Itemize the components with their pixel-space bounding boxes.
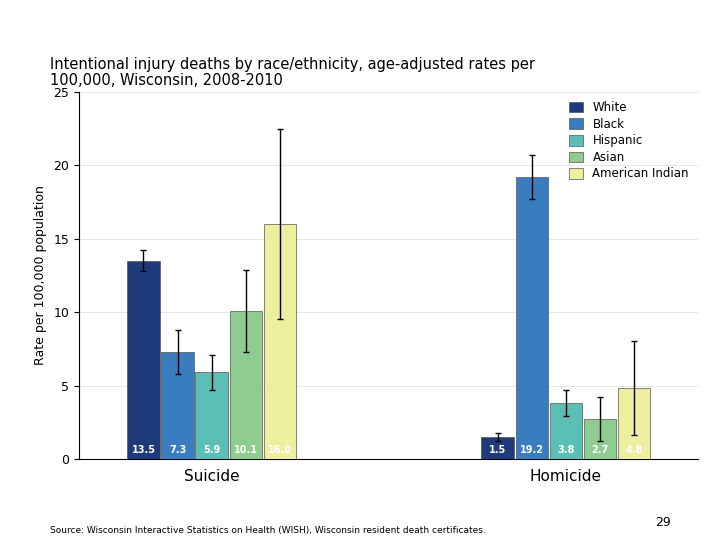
Text: 4.8: 4.8 [626,446,643,455]
Bar [516,177,548,459]
Bar [264,224,296,459]
Bar [618,388,650,459]
Text: Injury and violence: Injury and violence [567,16,713,30]
Text: 13.5: 13.5 [132,446,156,455]
Bar [230,310,262,459]
Text: Intentional injury deaths by race/ethnicity, age-adjusted rates per: Intentional injury deaths by race/ethnic… [50,57,536,72]
Y-axis label: Rate per 100,000 population: Rate per 100,000 population [34,185,47,366]
Text: 5.9: 5.9 [203,446,220,455]
Legend: White, Black, Hispanic, Asian, American Indian: White, Black, Hispanic, Asian, American … [565,98,693,184]
Text: 100,000, Wisconsin, 2008-2010: 100,000, Wisconsin, 2008-2010 [50,73,283,88]
Text: 29: 29 [655,516,671,529]
Bar [584,420,616,459]
Text: 16.0: 16.0 [268,446,292,455]
Text: Source: Wisconsin Interactive Statistics on Health (WISH), Wisconsin resident de: Source: Wisconsin Interactive Statistics… [50,525,486,535]
Text: 7.3: 7.3 [169,446,186,455]
Bar [196,373,228,459]
Text: BLACK POPULATION: BLACK POPULATION [7,16,178,30]
Bar [482,437,514,459]
Text: 19.2: 19.2 [520,446,544,455]
Text: 3.8: 3.8 [557,446,575,455]
Text: 10.1: 10.1 [234,446,258,455]
Text: 2.7: 2.7 [591,446,608,455]
Bar [127,261,160,459]
Bar [549,403,582,459]
Bar [161,352,194,459]
Text: 1.5: 1.5 [489,446,506,455]
